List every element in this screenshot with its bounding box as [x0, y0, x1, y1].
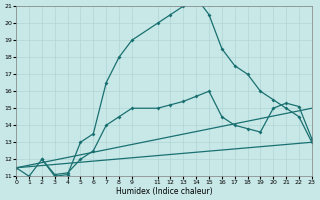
X-axis label: Humidex (Indice chaleur): Humidex (Indice chaleur) — [116, 187, 212, 196]
